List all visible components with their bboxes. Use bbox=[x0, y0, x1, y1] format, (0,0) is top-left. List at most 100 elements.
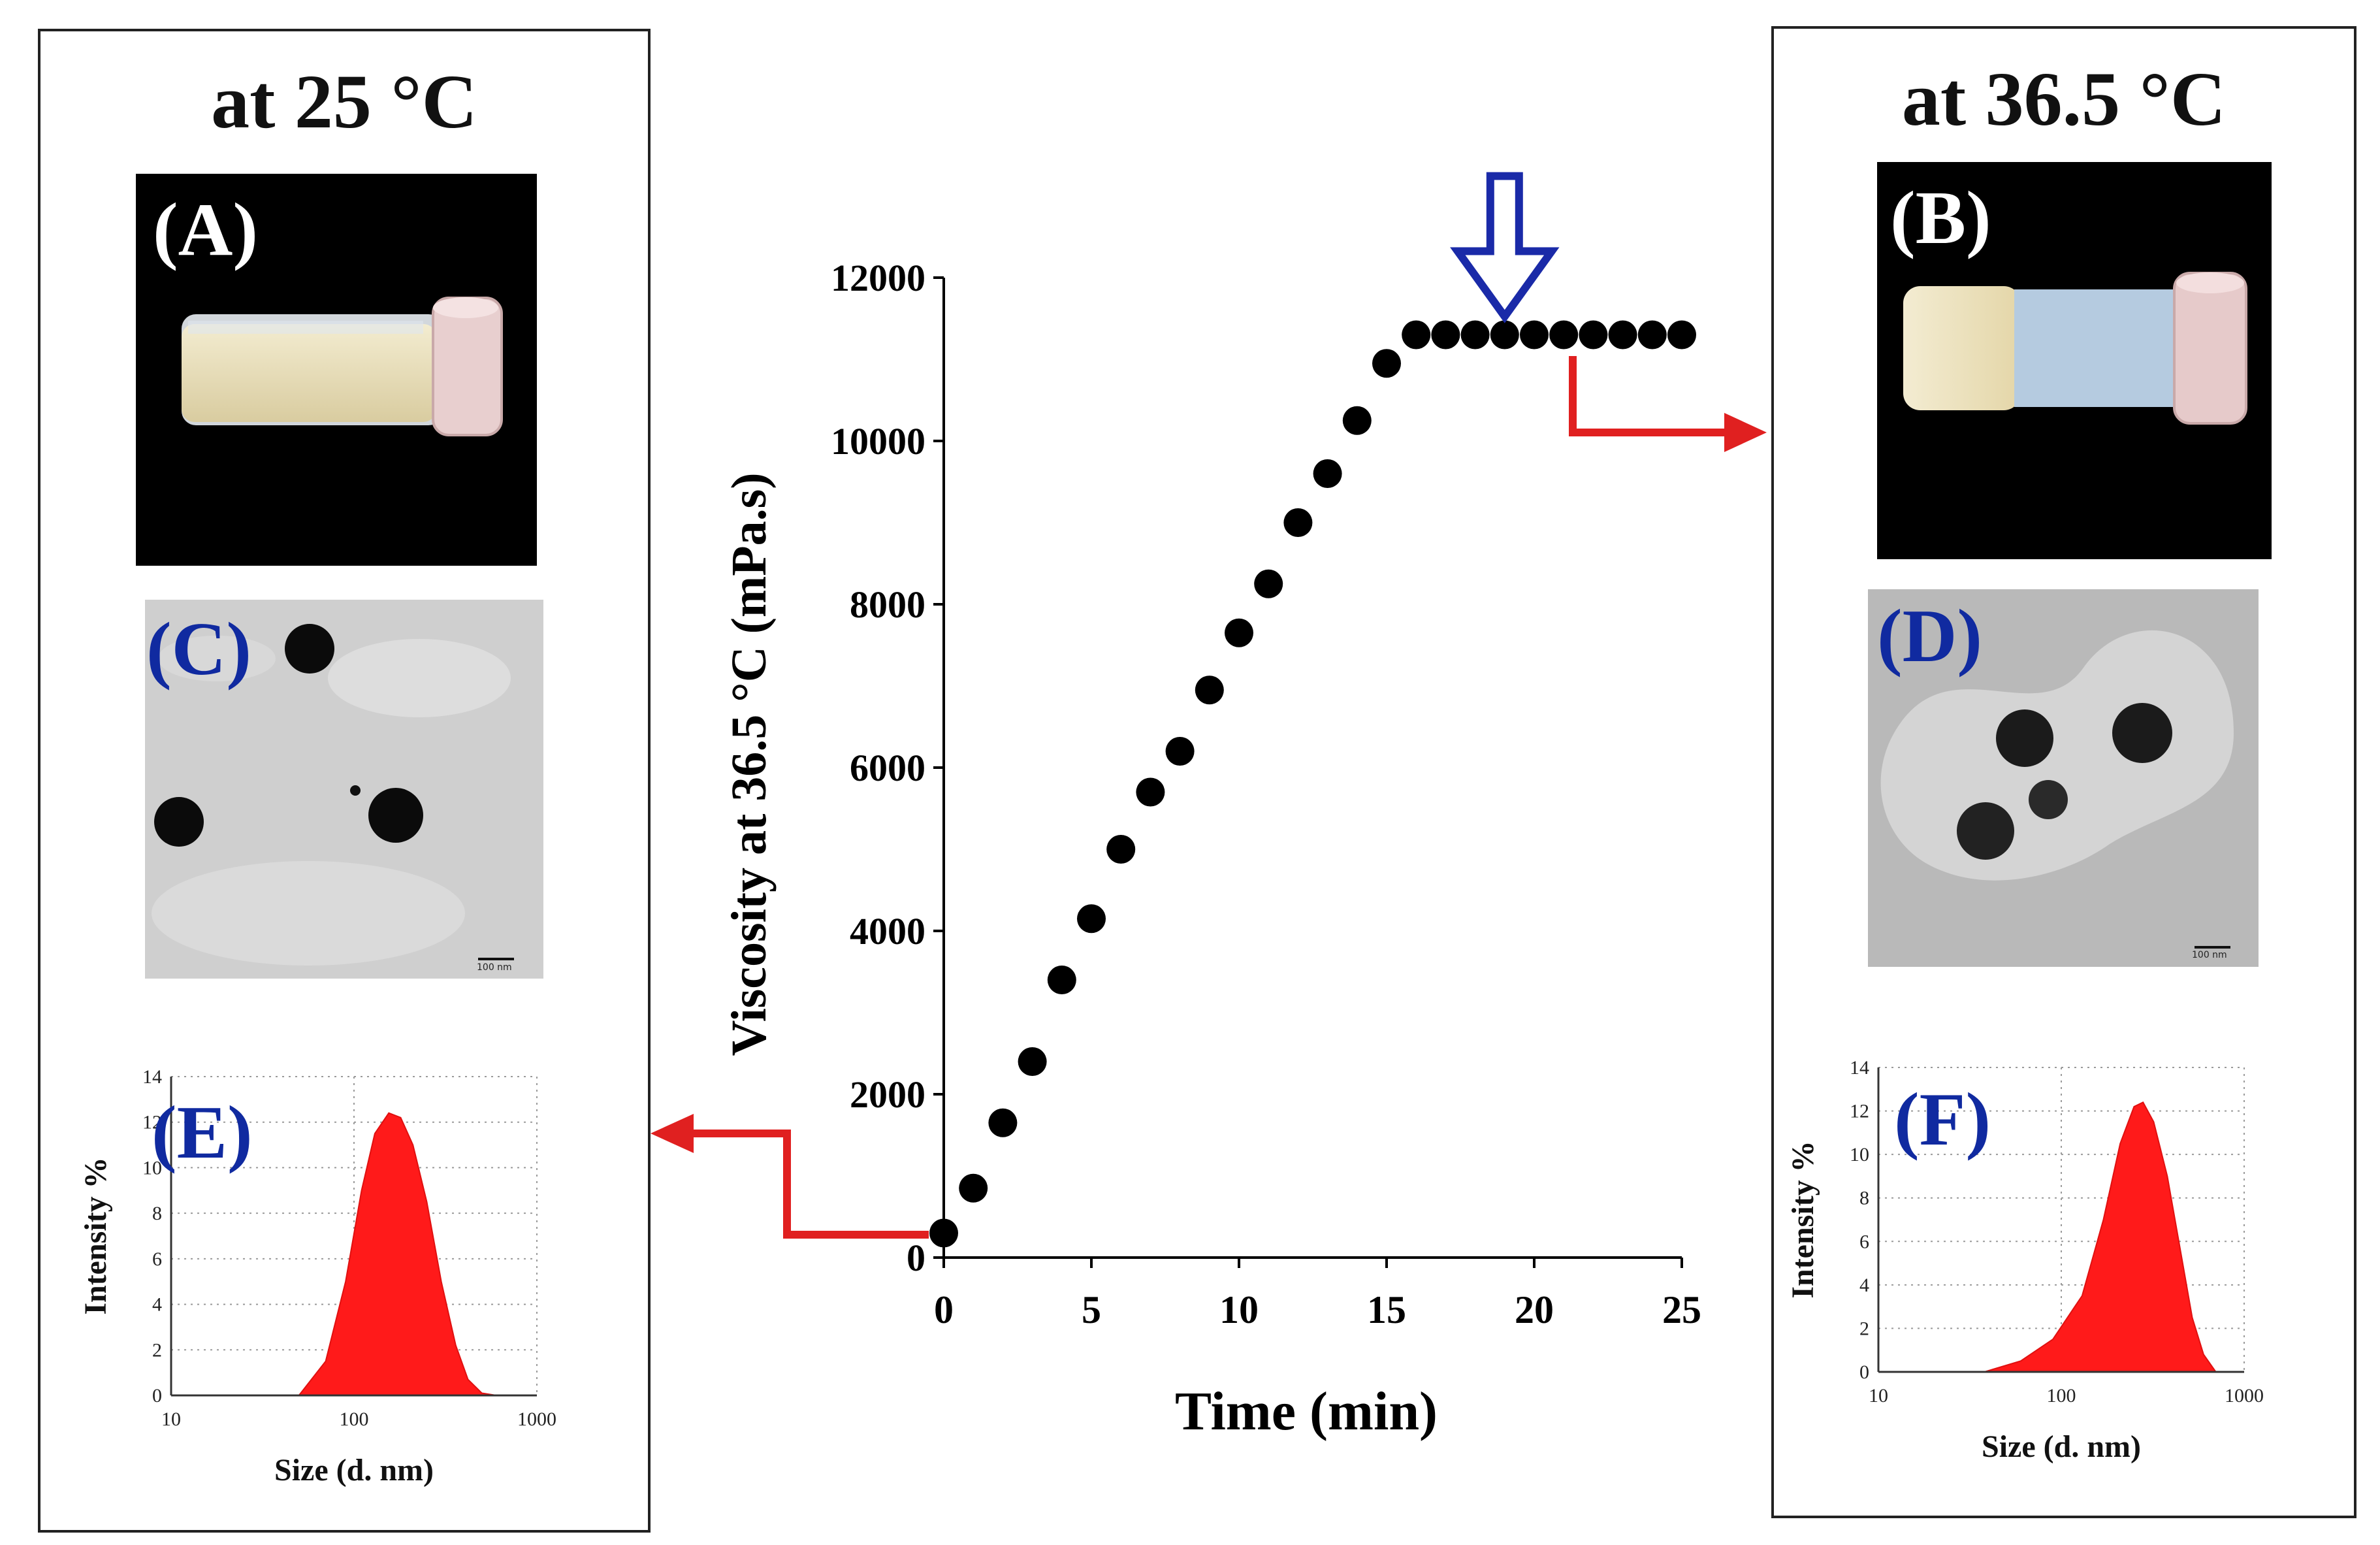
dist-y-tick-label: 14 bbox=[1850, 1057, 1869, 1079]
y-tick-label: 0 bbox=[907, 1237, 925, 1279]
dist-y-tick-label: 0 bbox=[152, 1385, 162, 1407]
x-tick-label: 15 bbox=[1367, 1288, 1406, 1331]
data-point bbox=[1313, 459, 1342, 488]
dist-x-tick-label: 100 bbox=[2047, 1385, 2076, 1407]
data-point bbox=[1254, 569, 1283, 598]
data-point bbox=[1490, 320, 1519, 350]
x-tick-label: 5 bbox=[1082, 1288, 1101, 1331]
dist-x-title: Size (d. nm) bbox=[274, 1453, 434, 1488]
tem-image-c: (C) 100 nm bbox=[145, 600, 543, 979]
dist-y-tick-label: 14 bbox=[142, 1066, 162, 1088]
data-point bbox=[1520, 320, 1549, 350]
data-point bbox=[929, 1218, 958, 1248]
data-point bbox=[1195, 675, 1224, 705]
dist-area bbox=[297, 1112, 497, 1396]
dist-y-tick-label: 12 bbox=[1850, 1101, 1869, 1122]
arrow-to-left-panel bbox=[692, 1130, 929, 1239]
tem-c-scale: 100 nm bbox=[477, 962, 512, 973]
size-distribution-e-plot: 0 2 4 6 8 10 12 14 10 100 1000 Size (d. nm) Intensit… bbox=[78, 1066, 556, 1488]
dist-x-tick-label: 10 bbox=[161, 1408, 181, 1430]
tem-d-scale: 100 nm bbox=[2192, 950, 2227, 960]
photo-a-label: (A) bbox=[153, 188, 259, 272]
data-point bbox=[1047, 966, 1076, 994]
data-point bbox=[1608, 320, 1637, 350]
right-panel-title: at 36.5 °C bbox=[1901, 56, 2227, 142]
y-tick-label: 12000 bbox=[831, 257, 925, 299]
dist-y-tick-label: 8 bbox=[1859, 1188, 1869, 1209]
left-panel: at 25 °C (A) bbox=[38, 29, 651, 1533]
data-point bbox=[1667, 320, 1696, 350]
data-point bbox=[1637, 320, 1667, 350]
dist-y-tick-label: 6 bbox=[152, 1248, 162, 1270]
dist-x-tick-label: 100 bbox=[340, 1408, 369, 1430]
data-point bbox=[1402, 320, 1431, 350]
tem-illustration-d bbox=[1868, 589, 2259, 967]
x-axis-title: Time (min) bbox=[1175, 1381, 1438, 1442]
vial-illustration-a bbox=[182, 297, 503, 436]
y-tick-label: 8000 bbox=[850, 583, 925, 626]
dist-x-title: Size (d. nm) bbox=[1982, 1429, 2141, 1464]
dist-y-tick-label: 10 bbox=[142, 1157, 162, 1179]
data-point bbox=[1579, 320, 1608, 350]
arrow-to-right-panel bbox=[1569, 356, 1724, 436]
gel-point-arrow bbox=[1450, 172, 1560, 323]
data-point bbox=[1549, 320, 1579, 350]
data-point bbox=[1136, 777, 1165, 807]
data-point bbox=[959, 1173, 988, 1203]
data-point bbox=[1018, 1047, 1047, 1076]
x-tick-label: 10 bbox=[1219, 1288, 1259, 1331]
y-tick-label: 2000 bbox=[850, 1073, 925, 1116]
data-point bbox=[1431, 320, 1460, 350]
data-point bbox=[1225, 618, 1253, 647]
dist-y-tick-label: 2 bbox=[1859, 1318, 1869, 1339]
right-panel: at 36.5 °C (B) bbox=[1771, 26, 2356, 1518]
data-point bbox=[988, 1108, 1018, 1137]
vial-illustration-b bbox=[1903, 272, 2247, 425]
dist-y-tick-label: 4 bbox=[1859, 1275, 1869, 1296]
dist-e-label: (E) bbox=[152, 1091, 253, 1175]
dist-y-tick-label: 8 bbox=[152, 1203, 162, 1224]
dist-y-title: Intensity % bbox=[78, 1157, 113, 1314]
data-point bbox=[1342, 406, 1372, 435]
data-point bbox=[1372, 349, 1401, 378]
y-tick-label: 10000 bbox=[831, 420, 925, 463]
dist-y-tick-label: 0 bbox=[1859, 1361, 1869, 1383]
dist-x-tick-label: 1000 bbox=[517, 1408, 556, 1430]
vial-photo-b: (B) bbox=[1877, 162, 2272, 559]
data-point bbox=[1165, 737, 1195, 766]
tem-c-label: (C) bbox=[146, 608, 252, 691]
y-axis-title: Viscosity at 36.5 °C (mPa.s) bbox=[722, 473, 777, 1056]
tem-d-label: (D) bbox=[1877, 594, 1983, 678]
photo-b-label: (B) bbox=[1890, 176, 1991, 260]
dist-y-tick-label: 12 bbox=[142, 1112, 162, 1133]
data-point bbox=[1460, 320, 1490, 350]
dist-y-tick-label: 4 bbox=[152, 1294, 162, 1316]
data-point bbox=[1077, 904, 1106, 934]
arrow-to-right-panel-head bbox=[1724, 413, 1767, 452]
dist-x-tick-label: 10 bbox=[1869, 1385, 1888, 1407]
left-panel-title: at 25 °C bbox=[211, 59, 477, 144]
size-distribution-e: 0 2 4 6 8 10 12 14 10 100 1000 Size (d. nm) Intensit… bbox=[40, 1018, 648, 1514]
dist-y-tick-label: 10 bbox=[1850, 1144, 1869, 1165]
dist-y-tick-label: 2 bbox=[152, 1339, 162, 1361]
size-distribution-f-plot: 0 2 4 6 8 10 12 14 10 100 1000 Size (d. nm) Intensit… bbox=[1786, 1057, 2264, 1464]
dist-area bbox=[1984, 1101, 2217, 1373]
x-tick-label: 25 bbox=[1662, 1288, 1701, 1331]
x-tick-label: 0 bbox=[934, 1288, 954, 1331]
data-point bbox=[1283, 508, 1313, 537]
dist-f-label: (F) bbox=[1894, 1078, 1991, 1162]
tem-illustration-c bbox=[145, 600, 543, 979]
vial-photo-a: (A) bbox=[136, 174, 537, 566]
arrow-to-left-panel-head bbox=[651, 1114, 694, 1153]
data-point bbox=[1106, 835, 1136, 864]
y-tick-label: 6000 bbox=[850, 747, 925, 789]
dist-x-tick-label: 1000 bbox=[2225, 1385, 2264, 1407]
dist-y-title: Intensity % bbox=[1786, 1141, 1820, 1298]
y-tick-label: 4000 bbox=[850, 910, 925, 952]
dist-y-tick-label: 6 bbox=[1859, 1231, 1869, 1252]
tem-image-d: (D) 100 nm bbox=[1868, 589, 2259, 967]
size-distribution-f: 0 2 4 6 8 10 12 14 10 100 1000 Size (d. nm) Intensit… bbox=[1774, 1009, 2355, 1505]
x-tick-label: 20 bbox=[1515, 1288, 1554, 1331]
